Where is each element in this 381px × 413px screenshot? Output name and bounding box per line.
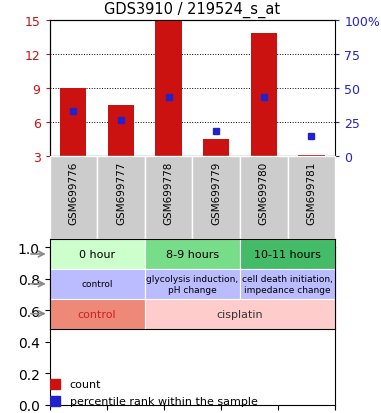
Bar [108,106,134,157]
Bar [145,240,240,269]
Text: control: control [78,309,117,319]
Text: GSM699779: GSM699779 [211,161,221,224]
Bar [288,157,335,240]
Text: glycolysis induction,
pH change: glycolysis induction, pH change [146,275,239,294]
Bar [203,140,229,157]
Text: percentile rank within the sample: percentile rank within the sample [69,396,258,406]
Text: GSM699778: GSM699778 [163,161,174,224]
Text: cisplatin: cisplatin [217,309,263,319]
Bar [97,157,145,240]
Bar [145,157,192,240]
Bar [192,157,240,240]
Text: cell death initiation,
impedance change: cell death initiation, impedance change [242,275,333,294]
Bar [50,240,145,269]
Text: 10-11 hours: 10-11 hours [254,249,321,259]
Bar [155,22,182,157]
Bar [50,299,145,329]
Text: GSM699777: GSM699777 [116,161,126,224]
Text: 8-9 hours: 8-9 hours [166,249,219,259]
Text: 0 hour: 0 hour [79,249,115,259]
Bar [50,269,145,299]
Bar [60,89,86,157]
Title: GDS3910 / 219524_s_at: GDS3910 / 219524_s_at [104,2,280,18]
Bar [240,157,288,240]
Text: GSM699781: GSM699781 [306,161,317,224]
Bar [145,269,240,299]
Bar [251,34,277,157]
Text: GSM699780: GSM699780 [259,161,269,224]
Bar [240,269,335,299]
Bar [298,156,325,157]
Text: control: control [82,280,113,289]
Bar [145,299,335,329]
Text: count: count [69,379,101,389]
Bar [50,157,97,240]
Text: GSM699776: GSM699776 [68,161,78,224]
Bar [240,240,335,269]
